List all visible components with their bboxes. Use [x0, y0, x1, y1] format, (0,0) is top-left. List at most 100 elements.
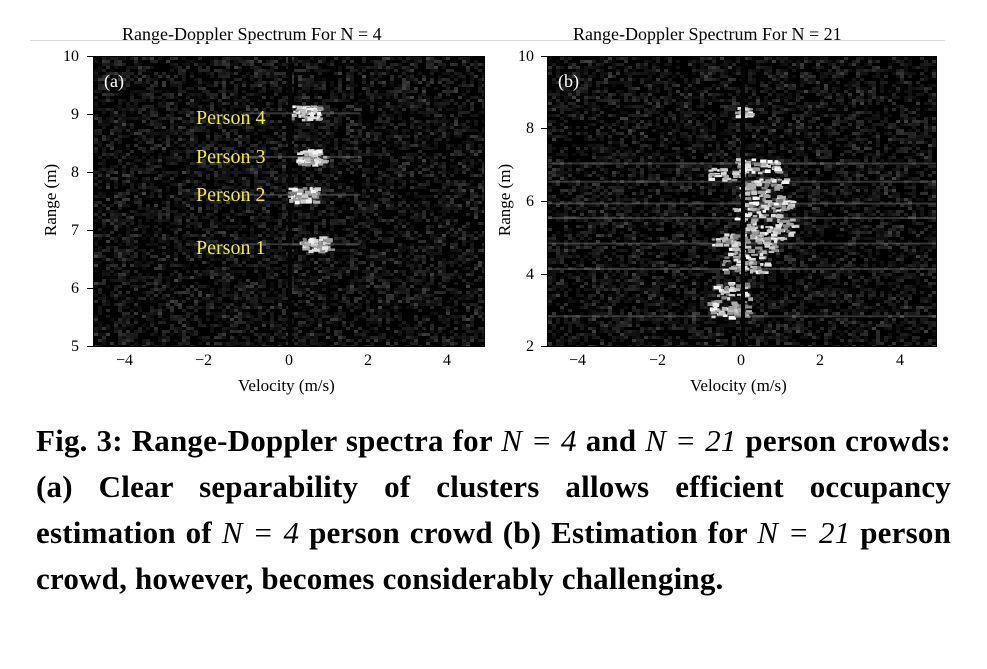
noise-cell [250, 150, 254, 153]
noise-cell [322, 162, 326, 165]
noise-cell [174, 339, 178, 342]
noise-cell [214, 201, 218, 204]
noise-cell [238, 288, 242, 291]
noise-cell [114, 330, 118, 333]
noise-cell [306, 63, 310, 66]
noise-cell [354, 231, 358, 234]
noise-cell [238, 138, 242, 141]
noise-cell [174, 108, 178, 111]
noise-cell [158, 102, 162, 105]
noise-cell [306, 171, 310, 174]
noise-cell [274, 126, 278, 129]
noise-cell [294, 63, 298, 66]
noise-cell [306, 324, 310, 327]
noise-cell [142, 135, 146, 138]
noise-cell [122, 237, 126, 240]
noise-cell [98, 186, 102, 189]
noise-cell [402, 156, 406, 159]
noise-cell [374, 234, 378, 237]
noise-cell [106, 207, 110, 210]
noise-cell [202, 195, 206, 198]
noise-cell [206, 96, 210, 99]
noise-cell [402, 321, 406, 324]
noise-cell [294, 330, 298, 333]
noise-cell [298, 186, 302, 189]
noise-cell [118, 267, 122, 270]
noise-cell [202, 261, 206, 264]
noise-cell [330, 132, 334, 135]
noise-cell [430, 165, 434, 168]
noise-cell [110, 216, 114, 219]
noise-cell [282, 99, 286, 102]
noise-cell [474, 207, 478, 210]
noise-cell [350, 279, 354, 282]
noise-cell [338, 276, 342, 279]
noise-cell [314, 333, 318, 336]
noise-cell [174, 66, 178, 69]
noise-cell [106, 123, 110, 126]
noise-cell [110, 171, 114, 174]
noise-cell [270, 267, 274, 270]
noise-cell [394, 315, 398, 318]
noise-cell [98, 333, 102, 336]
noise-cell [354, 135, 358, 138]
noise-cell [358, 315, 362, 318]
noise-cell [398, 135, 402, 138]
noise-cell [462, 303, 466, 306]
noise-cell [174, 159, 178, 162]
noise-cell [422, 111, 426, 114]
noise-cell [214, 312, 218, 315]
noise-cell [214, 183, 218, 186]
noise-cell [426, 243, 430, 246]
noise-cell [478, 69, 482, 72]
noise-cell [234, 258, 238, 261]
noise-cell [426, 294, 430, 297]
noise-cell [198, 249, 202, 252]
noise-cell [98, 129, 102, 132]
noise-cell [174, 300, 178, 303]
noise-cell [126, 306, 130, 309]
noise-cell [186, 153, 190, 156]
noise-cell [186, 60, 190, 63]
noise-cell [134, 201, 138, 204]
noise-cell [378, 306, 382, 309]
noise-cell [122, 312, 126, 315]
noise-cell [226, 216, 230, 219]
noise-cell [434, 105, 438, 108]
noise-cell [162, 201, 166, 204]
noise-cell [234, 174, 238, 177]
noise-cell [310, 234, 314, 237]
noise-cell [438, 75, 442, 78]
noise-cell [254, 207, 258, 210]
noise-cell [206, 228, 210, 231]
noise-cell [386, 300, 390, 303]
noise-cell [234, 84, 238, 87]
noise-cell [170, 84, 174, 87]
noise-cell [382, 126, 386, 129]
noise-cell [278, 180, 282, 183]
noise-cell [230, 171, 234, 174]
noise-cell [218, 279, 222, 282]
noise-cell [482, 327, 484, 330]
noise-cell [274, 189, 278, 192]
noise-cell [218, 177, 222, 180]
noise-cell [206, 177, 210, 180]
noise-cell [270, 102, 274, 105]
noise-cell [482, 99, 484, 102]
noise-cell [98, 81, 102, 84]
noise-cell [466, 84, 470, 87]
noise-cell [482, 300, 484, 303]
noise-cell [114, 285, 118, 288]
noise-cell [174, 57, 178, 60]
noise-cell [102, 108, 106, 111]
noise-cell [462, 165, 466, 168]
noise-cell [162, 132, 166, 135]
noise-cell [230, 258, 234, 261]
noise-cell [314, 183, 318, 186]
noise-cell [422, 99, 426, 102]
noise-cell [138, 330, 142, 333]
noise-cell [334, 291, 338, 294]
noise-cell [238, 306, 242, 309]
noise-cell [122, 165, 126, 168]
noise-cell [150, 207, 154, 210]
